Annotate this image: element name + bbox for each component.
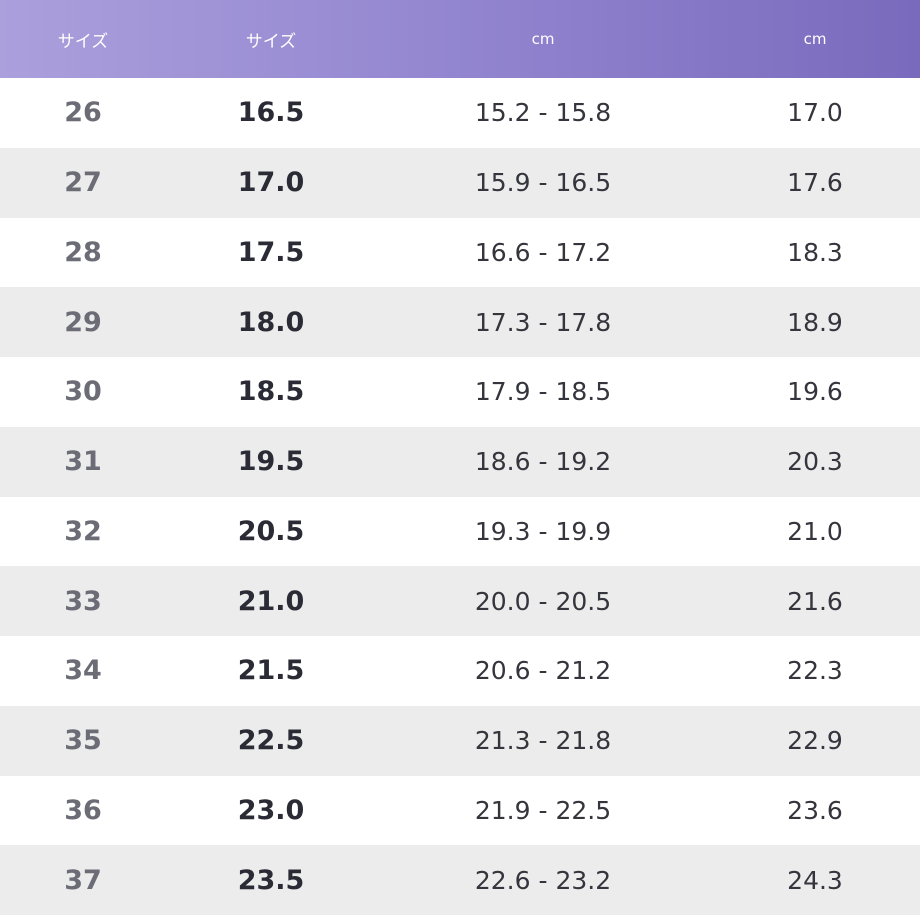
table-cell: 18.6 - 19.2 [474,447,612,477]
table-cell: 20.3 [787,447,843,477]
table-cell: 16.5 [237,97,305,129]
table-cell: 17.3 - 17.8 [474,307,612,337]
table-cell: 29 [64,306,102,338]
table-cell: 17.5 [237,236,305,268]
table-cell: 15.2 - 15.8 [474,98,612,128]
table-cell: 21.9 - 22.5 [474,795,612,825]
table-cell: 21.3 - 21.8 [474,726,612,756]
table-cell: 15.9 - 16.5 [474,168,612,198]
table-row: 27 17.0 15.9 - 16.5 17.6 [0,147,920,218]
table-row: 31 19.5 18.6 - 19.2 20.3 [0,426,920,497]
table-cell: 36 [64,794,102,826]
table-cell: 18.9 [787,307,843,337]
table-row: 26 16.5 15.2 - 15.8 17.0 [0,78,920,148]
table-cell: 27 [64,167,102,199]
table-row: 35 22.5 21.3 - 21.8 22.9 [0,705,920,776]
table-cell: 22.6 - 23.2 [474,865,612,895]
table-cell: 17.0 [237,167,305,199]
table-row: 36 23.0 21.9 - 22.5 23.6 [0,776,920,846]
table-cell: 33 [64,585,102,617]
table-row: 32 20.5 19.3 - 19.9 21.0 [0,497,920,567]
table-header: サイズ サイズ cm cm [0,0,920,78]
table-cell: 19.6 [787,377,843,407]
table-cell: 19.3 - 19.9 [474,516,612,546]
table-cell: 19.5 [237,446,305,478]
table-cell: 18.0 [237,306,305,338]
table-row: 30 18.5 17.9 - 18.5 19.6 [0,357,920,427]
table-row: 33 21.0 20.0 - 20.5 21.6 [0,566,920,636]
table-cell: 20.0 - 20.5 [474,586,612,616]
table-row: 28 17.5 16.6 - 17.2 18.3 [0,218,920,288]
header-cell: サイズ [57,31,109,52]
table-cell: 22.3 [787,656,843,686]
table-cell: 21.5 [237,655,305,687]
table-row: 34 21.5 20.6 - 21.2 22.3 [0,636,920,706]
table-cell: 21.6 [787,586,843,616]
table-cell: 21.0 [237,585,305,617]
table-cell: 30 [64,376,102,408]
table-row: 37 23.5 22.6 - 23.2 24.3 [0,845,920,915]
table-cell: 20.5 [237,515,305,547]
table-cell: 35 [64,725,102,757]
table-cell: 31 [64,446,102,478]
table-cell: 23.6 [787,795,843,825]
table-cell: 17.0 [787,98,843,128]
table-cell: 22.9 [787,726,843,756]
table-cell: 24.3 [787,865,843,895]
table-cell: 17.6 [787,168,843,198]
table-cell: 34 [64,655,102,687]
table-cell: 21.0 [787,516,843,546]
table-cell: 26 [64,97,102,129]
header-cell: cm [803,30,827,48]
table-cell: 23.5 [237,864,305,896]
table-cell: 16.6 - 17.2 [474,237,612,267]
table-cell: 28 [64,236,102,268]
table-cell: 17.9 - 18.5 [474,377,612,407]
header-cell: サイズ [245,31,297,52]
table-cell: 32 [64,515,102,547]
table-cell: 18.3 [787,237,843,267]
table-cell: 22.5 [237,725,305,757]
table-cell: 18.5 [237,376,305,408]
table-row: 29 18.0 17.3 - 17.8 18.9 [0,287,920,357]
table-cell: 37 [64,864,102,896]
table-cell: 20.6 - 21.2 [474,656,612,686]
header-cell: cm [531,30,555,48]
table-cell: 23.0 [237,794,305,826]
